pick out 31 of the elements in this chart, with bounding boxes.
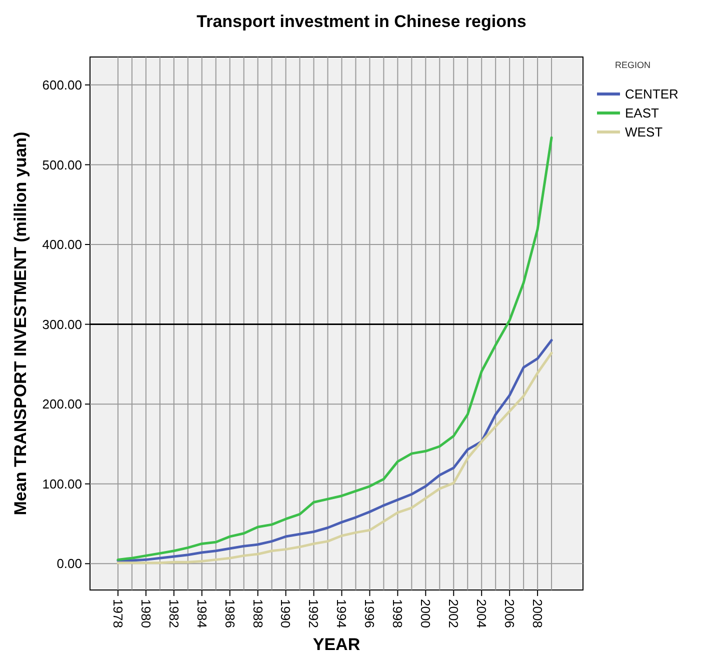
y-axis-title: Mean TRANSPORT INVESTMENT (million yuan) (11, 132, 30, 516)
x-tick-label: 1986 (222, 599, 238, 628)
x-tick-label: 1988 (250, 599, 266, 628)
y-tick-label: 0.00 (56, 556, 82, 572)
legend-label: CENTER (625, 86, 678, 102)
legend-title: REGION (615, 60, 651, 70)
y-tick-label: 200.00 (42, 396, 82, 412)
x-tick-label: 1992 (306, 599, 322, 628)
legend-label: WEST (625, 124, 663, 140)
y-tick-label: 600.00 (42, 77, 82, 92)
chart-title: Transport investment in Chinese regions (196, 12, 526, 31)
x-tick-label: 1980 (138, 599, 154, 628)
x-tick-label: 1996 (362, 599, 378, 628)
y-tick-label: 100.00 (42, 476, 82, 492)
y-tick-label: 300.00 (42, 316, 82, 332)
x-tick-label: 1982 (166, 599, 182, 628)
x-axis-title: YEAR (312, 635, 360, 654)
x-tick-label: 1990 (278, 599, 294, 628)
legend-label: EAST (625, 106, 660, 121)
y-tick-label: 500.00 (42, 157, 82, 172)
x-tick-label: 1978 (110, 599, 126, 628)
x-tick-label: 2002 (446, 599, 462, 628)
x-tick-label: 1994 (334, 599, 350, 628)
x-tick-label: 2006 (502, 599, 518, 628)
x-tick-label: 2000 (418, 599, 434, 628)
y-tick-label: 400.00 (42, 237, 82, 252)
x-tick-label: 2008 (530, 599, 545, 628)
x-tick-label: 1998 (390, 599, 406, 628)
line-series (116, 136, 553, 561)
x-tick-label: 1984 (194, 599, 210, 628)
x-tick-label: 2004 (474, 599, 490, 628)
